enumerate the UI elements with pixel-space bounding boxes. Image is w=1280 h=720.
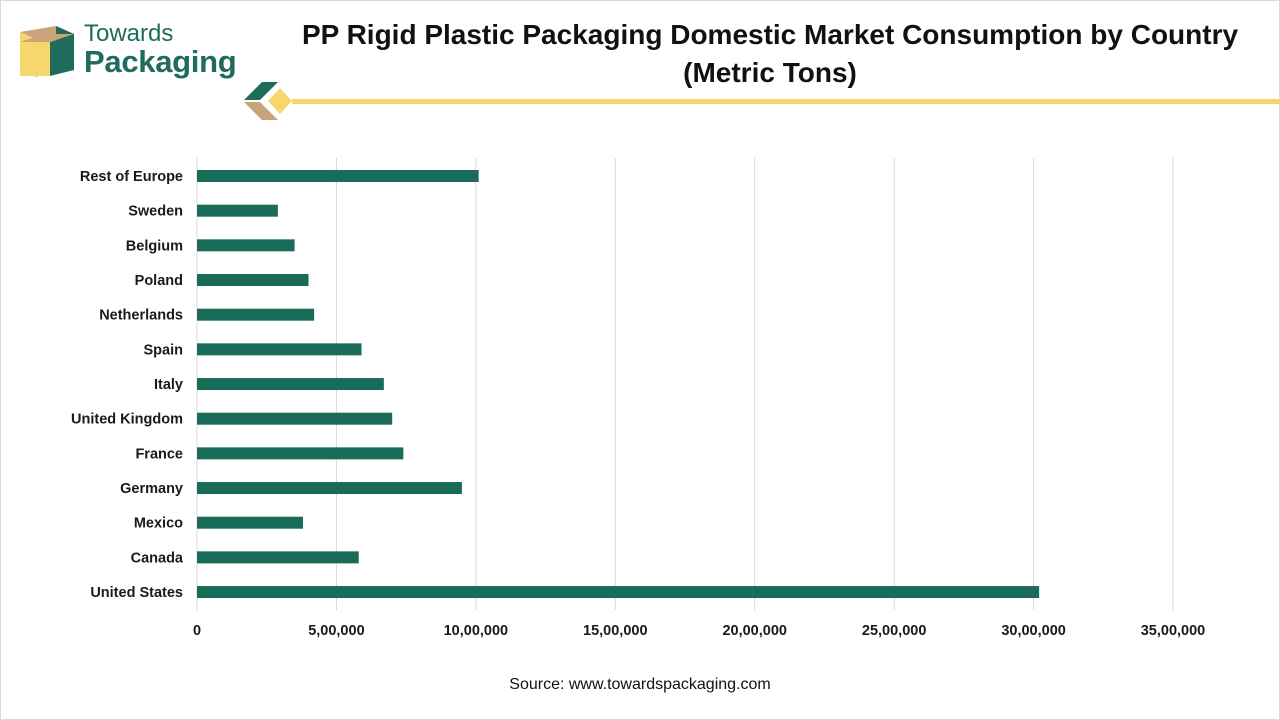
category-label: Germany: [120, 481, 183, 497]
category-label: Rest of Europe: [80, 169, 183, 185]
bar-germany: [197, 482, 462, 495]
chart-title-line1: PP Rigid Plastic Packaging Domestic Mark…: [301, 19, 1239, 50]
category-label: Belgium: [126, 238, 183, 254]
x-tick-label: 15,00,000: [583, 623, 648, 639]
x-tick-label: 25,00,000: [862, 623, 927, 639]
x-tick-label: 35,00,000: [1141, 623, 1206, 639]
chart-title-line2: (Metric Tons): [683, 57, 857, 88]
x-tick-label: 30,00,000: [1001, 623, 1066, 639]
x-tick-label: 5,00,000: [308, 623, 364, 639]
category-label: United States: [90, 585, 183, 601]
category-label: Spain: [144, 342, 183, 358]
brand-logo: Towards Packaging: [16, 20, 246, 82]
category-label: Mexico: [134, 516, 183, 532]
category-label: Italy: [154, 377, 183, 393]
x-tick-label: 10,00,000: [444, 623, 509, 639]
bar-mexico: [197, 516, 303, 529]
bar-united-kingdom: [197, 412, 393, 425]
bar-netherlands: [197, 308, 315, 321]
category-label: United Kingdom: [71, 412, 183, 428]
chart-title: PP Rigid Plastic Packaging Domestic Mark…: [290, 16, 1250, 92]
brand-name-line1: Towards: [84, 20, 174, 47]
category-labels: Rest of Europe Sweden Belgium Poland Netherl…: [71, 169, 184, 601]
x-tick-label: 20,00,000: [722, 623, 787, 639]
bars: [197, 170, 1040, 599]
bar-united-states: [197, 586, 1040, 599]
category-label: Netherlands: [99, 308, 183, 324]
bar-canada: [197, 551, 359, 564]
bar-sweden: [197, 204, 278, 217]
decor-yellow-line: [292, 99, 1280, 104]
category-label: Canada: [131, 550, 184, 566]
box-logo-icon: [20, 26, 74, 78]
bar-france: [197, 447, 404, 460]
category-label: Sweden: [128, 204, 183, 220]
bar-belgium: [197, 239, 295, 252]
title-underline-decoration: [244, 82, 1280, 120]
brand-name-line2: Packaging: [84, 44, 237, 79]
decor-green-chevron-icon: [244, 82, 278, 100]
x-tick-labels: 0 5,00,000 10,00,000 15,00,000 20,00,000 25,0…: [193, 623, 1205, 639]
category-label: Poland: [135, 273, 183, 289]
bar-spain: [197, 343, 362, 356]
x-tick-label: 0: [193, 623, 201, 639]
decor-tan-chevron-icon: [244, 102, 278, 120]
bar-poland: [197, 274, 309, 287]
category-label: France: [135, 446, 183, 462]
bar-rest-of-europe: [197, 170, 479, 182]
decor-yellow-diamond-icon: [268, 88, 292, 114]
source-note: Source: www.towardspackaging.com: [509, 676, 771, 693]
bar-italy: [197, 378, 384, 391]
